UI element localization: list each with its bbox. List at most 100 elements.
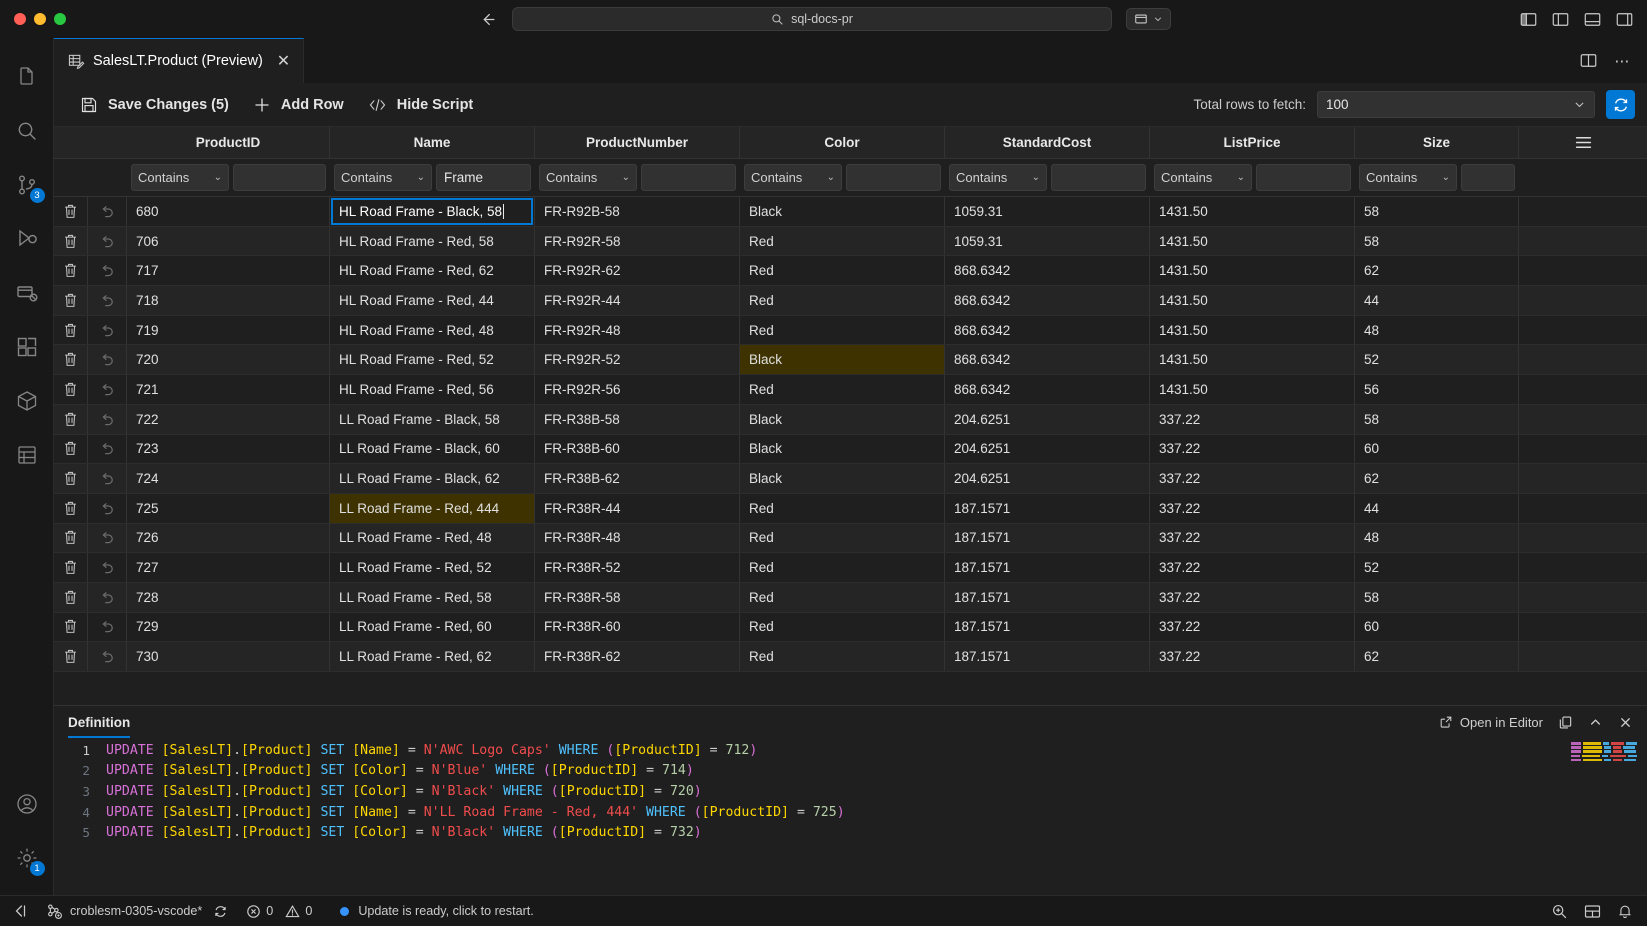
cell-name[interactable]: LL Road Frame - Red, 444 xyxy=(330,493,535,523)
cell-size[interactable]: 58 xyxy=(1355,197,1519,226)
sidebar-item-source-control[interactable]: 3 xyxy=(0,158,54,212)
cell-name[interactable]: LL Road Frame - Black, 58 xyxy=(330,404,535,434)
cell-name[interactable]: HL Road Frame - Red, 44 xyxy=(330,286,535,315)
split-editor-icon[interactable] xyxy=(1580,52,1597,69)
table-row[interactable]: 730 LL Road Frame - Red, 62 FR-R38R-62 Red 1… xyxy=(54,642,1647,672)
column-header-listprice[interactable]: ListPrice xyxy=(1150,127,1355,159)
delete-row-button[interactable] xyxy=(54,582,88,612)
cell-color[interactable]: Red xyxy=(740,523,945,553)
sidebar-item-extensions[interactable] xyxy=(0,320,54,374)
column-header-color[interactable]: Color xyxy=(740,127,945,159)
copy-icon[interactable] xyxy=(1558,715,1573,730)
cell-size[interactable]: 60 xyxy=(1355,612,1519,642)
table-row[interactable]: 725 LL Road Frame - Red, 444 FR-R38R-44 Red… xyxy=(54,493,1647,524)
table-row[interactable]: 717 HL Road Frame - Red, 62 FR-R92R-62 Red 8… xyxy=(54,256,1647,287)
close-window-button[interactable] xyxy=(14,13,26,25)
cell-listprice[interactable]: 1431.50 xyxy=(1150,197,1355,226)
filter-op-color[interactable]: Contains ⌄ xyxy=(744,164,842,191)
revert-row-button[interactable] xyxy=(88,642,127,671)
delete-row-button[interactable] xyxy=(54,553,88,582)
filter-op-size[interactable]: Contains ⌄ xyxy=(1359,164,1457,191)
maximize-window-button[interactable] xyxy=(54,13,66,25)
delete-row-button[interactable] xyxy=(54,493,88,523)
close-icon[interactable] xyxy=(1618,715,1633,730)
cell-size[interactable]: 52 xyxy=(1355,553,1519,582)
cell-standardcost[interactable]: 868.6342 xyxy=(945,256,1150,286)
layout-controls[interactable] xyxy=(1520,11,1633,28)
revert-row-button[interactable] xyxy=(88,345,127,375)
sidebar-item-run-and-debug[interactable] xyxy=(0,212,54,266)
code-line[interactable]: 2 UPDATE [SalesLT].[Product] SET [Color] … xyxy=(54,761,1647,782)
cell-productnumber[interactable]: FR-R38B-62 xyxy=(535,464,740,493)
filter-op-name[interactable]: Contains ⌄ xyxy=(334,164,432,191)
cell-color[interactable]: Black xyxy=(740,434,945,464)
cell-color[interactable]: Red xyxy=(740,375,945,404)
cell-productnumber[interactable]: FR-R38R-58 xyxy=(535,582,740,612)
cell-standardcost[interactable]: 187.1571 xyxy=(945,553,1150,582)
cell-listprice[interactable]: 337.22 xyxy=(1150,404,1355,434)
revert-row-button[interactable] xyxy=(88,375,127,404)
delete-row-button[interactable] xyxy=(54,523,88,553)
cell-color[interactable]: Red xyxy=(740,612,945,642)
code-line[interactable]: 3 UPDATE [SalesLT].[Product] SET [Color] … xyxy=(54,781,1647,802)
cell-standardcost[interactable]: 868.6342 xyxy=(945,375,1150,404)
sidebar-item-remote-explorer[interactable] xyxy=(0,266,54,320)
cell-listprice[interactable]: 1431.50 xyxy=(1150,226,1355,256)
cell-name[interactable]: HL Road Frame - Red, 58 xyxy=(330,226,535,256)
add-row-button[interactable]: Add Row xyxy=(243,90,358,120)
cell-color[interactable]: Black xyxy=(740,464,945,493)
cell-productnumber[interactable]: FR-R38B-60 xyxy=(535,434,740,464)
cell-productid[interactable]: 727 xyxy=(127,553,330,582)
cell-listprice[interactable]: 337.22 xyxy=(1150,553,1355,582)
toggle-primary-sidebar-icon[interactable] xyxy=(1520,11,1537,28)
sidebar-item-explorer[interactable] xyxy=(0,50,54,104)
cell-color[interactable]: Black xyxy=(740,197,945,226)
cell-productid[interactable]: 722 xyxy=(127,404,330,434)
filter-op-productnumber[interactable]: Contains ⌄ xyxy=(539,164,637,191)
delete-row-button[interactable] xyxy=(54,464,88,493)
search-input[interactable]: sql-docs-pr xyxy=(512,7,1112,31)
cell-color[interactable]: Red xyxy=(740,642,945,671)
cell-size[interactable]: 62 xyxy=(1355,464,1519,493)
cell-listprice[interactable]: 337.22 xyxy=(1150,582,1355,612)
cell-color[interactable]: Red xyxy=(740,553,945,582)
filter-value-productid[interactable] xyxy=(233,164,326,191)
open-in-editor-button[interactable]: Open in Editor xyxy=(1439,715,1543,730)
cell-name[interactable]: LL Road Frame - Red, 48 xyxy=(330,523,535,553)
column-header-size[interactable]: Size xyxy=(1355,127,1519,159)
cell-name[interactable]: LL Road Frame - Black, 62 xyxy=(330,464,535,493)
remote-window-button[interactable] xyxy=(1126,8,1171,30)
filter-op-listprice[interactable]: Contains ⌄ xyxy=(1154,164,1252,191)
cell-color[interactable]: Red xyxy=(740,256,945,286)
cell-productnumber[interactable]: FR-R92R-52 xyxy=(535,345,740,375)
delete-row-button[interactable] xyxy=(54,612,88,642)
cell-listprice[interactable]: 337.22 xyxy=(1150,642,1355,671)
status-zoom-button[interactable] xyxy=(1543,896,1576,926)
cell-productid[interactable]: 719 xyxy=(127,315,330,345)
cell-productid[interactable]: 725 xyxy=(127,493,330,523)
cell-listprice[interactable]: 337.22 xyxy=(1150,612,1355,642)
filter-value-size[interactable] xyxy=(1461,164,1515,191)
code-line[interactable]: 4 UPDATE [SalesLT].[Product] SET [Name] =… xyxy=(54,802,1647,823)
cell-size[interactable]: 58 xyxy=(1355,226,1519,256)
save-changes-button[interactable]: Save Changes (5) xyxy=(70,90,243,120)
cell-productnumber[interactable]: FR-R92B-58 xyxy=(535,197,740,226)
cell-name[interactable]: LL Road Frame - Red, 52 xyxy=(330,553,535,582)
cell-standardcost[interactable]: 187.1571 xyxy=(945,493,1150,523)
remote-close-button[interactable] xyxy=(0,896,36,926)
revert-row-button[interactable] xyxy=(88,315,127,345)
cell-name[interactable]: HL Road Frame - Red, 62 xyxy=(330,256,535,286)
cell-size[interactable]: 60 xyxy=(1355,434,1519,464)
code-line[interactable]: 5 UPDATE [SalesLT].[Product] SET [Color] … xyxy=(54,822,1647,843)
table-row[interactable]: 720 HL Road Frame - Red, 52 FR-R92R-52 Blac… xyxy=(54,345,1647,376)
cell-color[interactable]: Red xyxy=(740,493,945,523)
filter-value-standardcost[interactable] xyxy=(1051,164,1146,191)
table-row[interactable]: 726 LL Road Frame - Red, 48 FR-R38R-48 Red 1… xyxy=(54,523,1647,554)
refresh-button[interactable] xyxy=(1606,90,1635,119)
code-line[interactable]: 1 UPDATE [SalesLT].[Product] SET [Name] =… xyxy=(54,740,1647,761)
delete-row-button[interactable] xyxy=(54,286,88,315)
table-row[interactable]: 724 LL Road Frame - Black, 62 FR-R38B-62 Bl… xyxy=(54,464,1647,494)
column-header-productid[interactable]: ProductID xyxy=(127,127,330,159)
back-icon[interactable] xyxy=(476,8,498,30)
cell-standardcost[interactable]: 204.6251 xyxy=(945,434,1150,464)
